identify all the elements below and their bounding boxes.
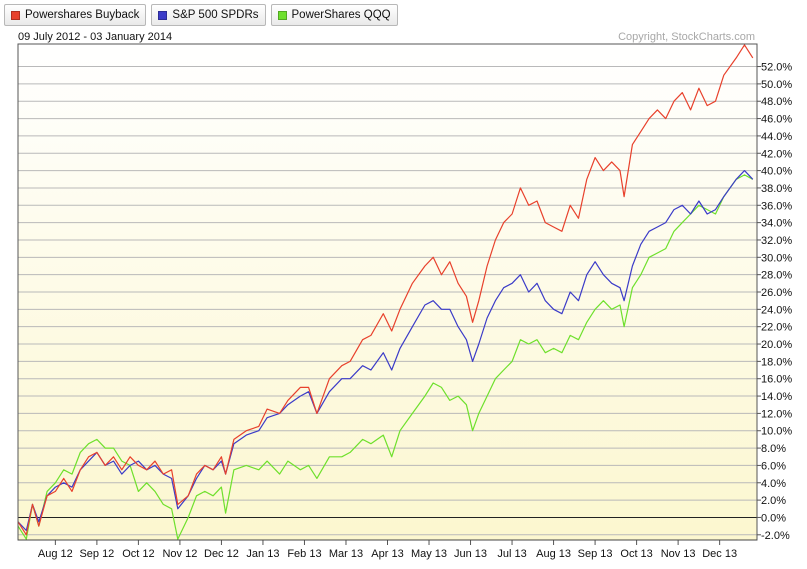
legend-swatch-green <box>277 10 287 20</box>
series-lines <box>17 44 754 540</box>
legend-label: PowerShares QQQ <box>291 9 391 21</box>
x-tick-label: Dec 12 <box>204 548 239 560</box>
x-tick-label: Aug 13 <box>536 548 571 560</box>
y-tick-label: 44.0% <box>761 131 792 143</box>
copyright-notice: Copyright, StockCharts.com <box>618 31 755 43</box>
y-tick-label: 52.0% <box>761 62 792 74</box>
y-tick-label: 18.0% <box>761 356 792 368</box>
x-tick-label: Nov 13 <box>661 548 696 560</box>
y-tick-label: 6.0% <box>761 460 786 472</box>
x-tick-label: Feb 13 <box>287 548 321 560</box>
legend-item-powershares-buyback[interactable]: Powershares Buyback <box>4 4 147 26</box>
y-tick-label: 22.0% <box>761 322 792 334</box>
series-line-s-p-500-spdrs <box>17 170 754 532</box>
x-tick-label: Mar 13 <box>329 548 363 560</box>
y-tick-label: 12.0% <box>761 408 792 420</box>
x-tick-label: Sep 12 <box>79 548 114 560</box>
legend-label: S&P 500 SPDRs <box>172 9 259 21</box>
gridlines <box>18 66 757 536</box>
legend-swatch-red <box>11 10 20 20</box>
legend-swatch-blue <box>158 10 168 20</box>
date-range: 09 July 2012 - 03 January 2014 <box>18 31 173 43</box>
x-tick-label: Nov 12 <box>162 548 197 560</box>
y-tick-label: 16.0% <box>761 374 792 386</box>
x-axis: Aug 12 Sep 12 Oct 12 Nov 12 Dec 12 Jan 13 Feb … <box>38 540 737 560</box>
y-tick-label: 40.0% <box>761 166 792 178</box>
x-tick-label: Aug 12 <box>38 548 73 560</box>
legend-label: Powershares Buyback <box>25 9 140 21</box>
y-tick-label: 46.0% <box>761 114 792 126</box>
y-tick-label: 50.0% <box>761 79 792 91</box>
y-tick-label: 20.0% <box>761 339 792 351</box>
y-tick-label: 8.0% <box>761 443 786 455</box>
y-tick-label: 28.0% <box>761 270 792 282</box>
y-tick-label: 34.0% <box>761 218 792 230</box>
y-tick-label: 24.0% <box>761 304 792 316</box>
y-tick-label: -2.0% <box>761 530 790 542</box>
x-tick-label: Apr 13 <box>371 548 403 560</box>
x-tick-label: Oct 12 <box>122 548 154 560</box>
y-tick-label: 30.0% <box>761 252 792 264</box>
legend: Powershares Buyback S&P 500 SPDRs PowerS… <box>4 4 398 26</box>
x-tick-label: Jul 13 <box>497 548 526 560</box>
y-tick-label: 10.0% <box>761 426 792 438</box>
y-tick-label: 38.0% <box>761 183 792 195</box>
y-tick-label: 4.0% <box>761 478 786 490</box>
y-tick-label: 42.0% <box>761 148 792 160</box>
x-tick-label: Dec 13 <box>702 548 737 560</box>
x-tick-label: Jun 13 <box>454 548 487 560</box>
y-tick-label: 32.0% <box>761 235 792 247</box>
y-tick-label: 2.0% <box>761 495 786 507</box>
legend-item-powershares-qqq[interactable]: PowerShares QQQ <box>270 4 398 26</box>
legend-item-sp500-spdrs[interactable]: S&P 500 SPDRs <box>151 4 266 26</box>
x-tick-label: Sep 13 <box>578 548 613 560</box>
y-tick-label: 0.0% <box>761 512 786 524</box>
y-tick-label: 14.0% <box>761 391 792 403</box>
x-tick-label: Jan 13 <box>246 548 279 560</box>
x-tick-label: May 13 <box>411 548 447 560</box>
y-tick-label: 26.0% <box>761 287 792 299</box>
y-tick-label: 48.0% <box>761 96 792 108</box>
x-tick-label: Oct 13 <box>620 548 652 560</box>
series-line-powershares-buyback <box>17 44 754 536</box>
y-tick-label: 36.0% <box>761 200 792 212</box>
series-line-powershares-qqq <box>17 174 754 540</box>
y-axis: -2.0% 0.0% 2.0% 4.0% 6.0% 8.0% 10.0% 12.0% 14.0%… <box>757 62 792 542</box>
